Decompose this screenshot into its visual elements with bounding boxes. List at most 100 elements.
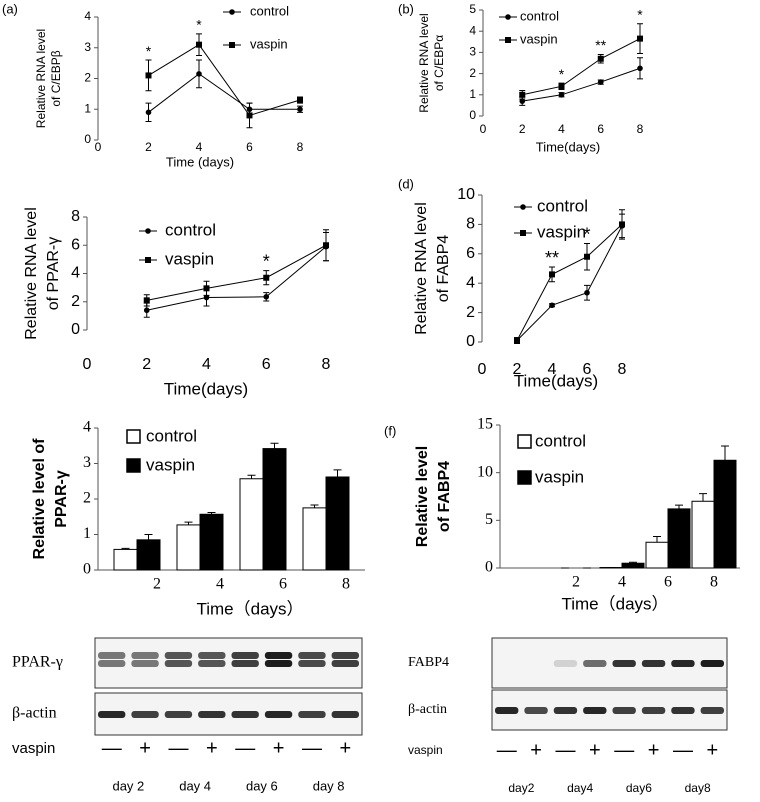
- y-tick-label: 0: [469, 108, 476, 122]
- marker: [584, 289, 590, 296]
- legend-swatch: [126, 429, 141, 444]
- bar: [691, 500, 715, 569]
- x-tick-label: 4: [548, 361, 557, 378]
- x-tick-label: 4: [202, 356, 211, 373]
- blot-band: [495, 707, 519, 714]
- x-tick-label: 0: [95, 140, 102, 154]
- legend-marker: [229, 42, 235, 48]
- day-label: day6: [626, 781, 652, 795]
- x-axis-label: Time (days): [166, 154, 234, 169]
- series-line: [516, 225, 623, 341]
- marker: [143, 297, 150, 304]
- marker: [558, 92, 565, 98]
- y-axis-label: of PPAR-γ: [45, 237, 62, 311]
- x-tick-label: 4: [216, 576, 224, 593]
- legend-swatch: [517, 434, 532, 449]
- blot-band: [98, 711, 126, 718]
- treatment-sign: —: [302, 737, 322, 759]
- x-tick-label: 8: [637, 122, 644, 136]
- legend-label: vaspin: [537, 222, 586, 241]
- marker: [549, 302, 555, 309]
- marker: [514, 337, 520, 344]
- blot-band: [131, 652, 159, 659]
- panel-label: (a): [2, 1, 18, 16]
- blot-band: [553, 707, 578, 714]
- x-axis-label: Time（days）: [561, 594, 668, 613]
- x-tick-label: 4: [558, 122, 565, 136]
- marker: [145, 72, 152, 79]
- x-tick-label: 0: [478, 361, 487, 378]
- marker: [619, 221, 625, 228]
- x-tick-label: 2: [513, 361, 522, 378]
- legend-marker: [505, 37, 511, 43]
- significance: *: [559, 66, 565, 82]
- marker: [196, 41, 202, 48]
- legend-label: vaspin: [165, 249, 214, 268]
- y-axis-label: of C/EBPβ: [49, 50, 63, 106]
- marker: [323, 242, 329, 249]
- x-tick-label: 2: [142, 356, 151, 373]
- day-label: day8: [685, 781, 711, 795]
- blot-band: [164, 660, 193, 667]
- legend-marker: [520, 204, 526, 210]
- blot-band: [298, 660, 326, 667]
- x-tick-label: 6: [246, 140, 253, 154]
- blot-band: [331, 660, 359, 667]
- treatment-sign: —: [555, 739, 575, 761]
- y-tick-label: 10: [457, 186, 475, 203]
- y-tick-label: 10: [477, 463, 493, 480]
- blot-band: [583, 660, 607, 667]
- marker: [597, 79, 604, 85]
- significance: **: [595, 37, 606, 53]
- y-tick-label: 0: [466, 333, 475, 350]
- y-tick-label: 1: [469, 87, 476, 101]
- blot-band: [641, 660, 666, 667]
- y-tick-label: 2: [469, 66, 476, 80]
- blot-row-label: β-actin: [12, 705, 57, 722]
- y-tick-label: 8: [466, 216, 475, 233]
- x-tick-label: 0: [83, 356, 92, 373]
- legend-label: control: [146, 426, 197, 445]
- y-tick-label: 4: [466, 274, 475, 291]
- y-axis-label: Relative RNA level: [34, 29, 48, 128]
- legend-marker: [505, 14, 511, 20]
- bar: [176, 524, 201, 571]
- treatment-sign: —: [497, 739, 517, 761]
- legend-swatch: [126, 458, 141, 473]
- blot-band: [264, 660, 293, 667]
- marker: [263, 294, 270, 300]
- y-tick-label: 2: [84, 71, 91, 85]
- y-tick-label: 0: [83, 561, 91, 578]
- legend-label: control: [520, 8, 559, 23]
- series-line: [522, 38, 641, 96]
- series-line: [148, 44, 301, 116]
- x-tick-label: 8: [710, 574, 718, 591]
- y-tick-label: 3: [83, 454, 91, 471]
- legend-label: control: [535, 431, 586, 450]
- y-tick-label: 1: [83, 525, 91, 542]
- blot-band: [700, 660, 724, 667]
- x-tick-label: 2: [519, 122, 526, 136]
- blot-band: [98, 652, 126, 659]
- y-tick-label: 0: [485, 559, 493, 576]
- treatment-sign: +: [706, 739, 718, 761]
- x-axis-label: Time(days): [514, 371, 598, 390]
- significance: *: [583, 224, 590, 244]
- blot-band: [131, 660, 159, 667]
- marker: [637, 65, 643, 72]
- treatment-label: vaspin: [408, 743, 443, 757]
- bar: [667, 508, 691, 569]
- blot-band: [198, 711, 226, 718]
- treatment-sign: +: [648, 739, 660, 761]
- treatment-sign: —: [168, 737, 188, 759]
- treatment-sign: —: [673, 739, 693, 761]
- marker: [549, 271, 555, 278]
- y-tick-label: 4: [84, 9, 91, 23]
- treatment-sign: +: [530, 739, 542, 761]
- legend-marker: [145, 257, 151, 263]
- y-axis-label: Relative RNA level: [23, 207, 40, 340]
- bar: [302, 507, 327, 571]
- series-line: [146, 246, 327, 311]
- bar: [713, 459, 737, 569]
- marker: [297, 97, 303, 104]
